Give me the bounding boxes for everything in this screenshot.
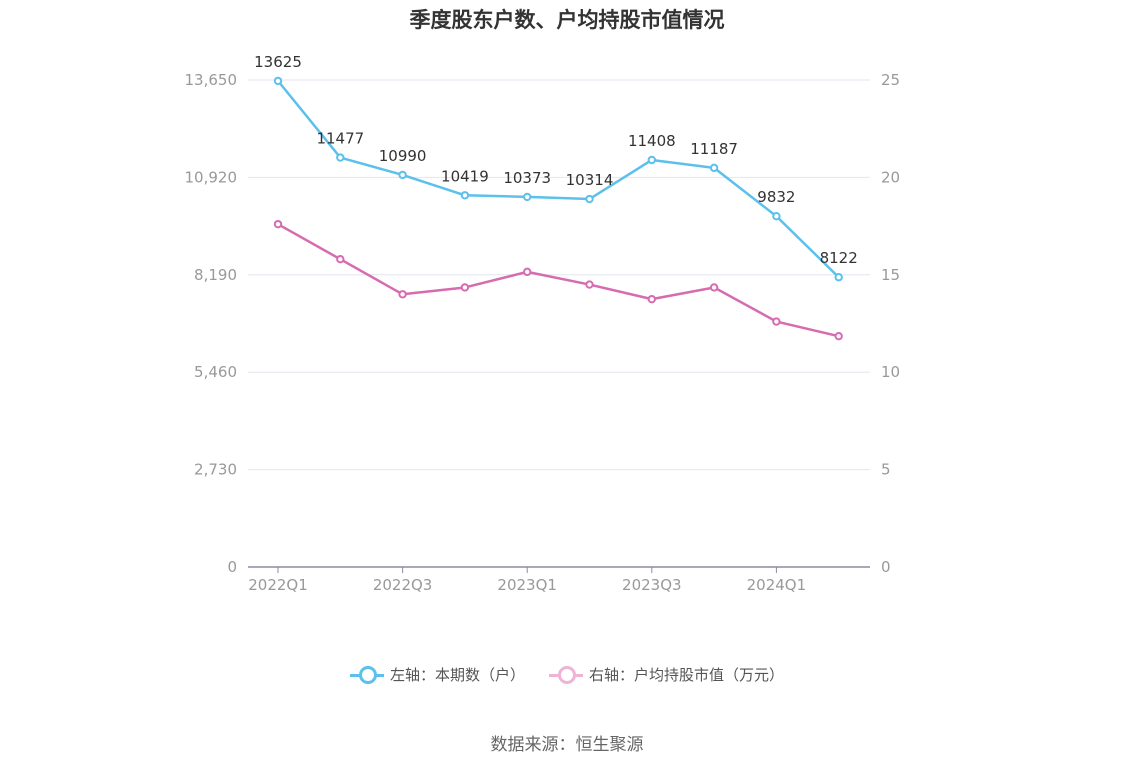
legend-item-left-series[interactable]: 左轴：本期数（户） — [349, 664, 525, 685]
series-layer — [273, 76, 843, 341]
x-axis-tick-label: 2024Q1 — [747, 576, 807, 594]
data-point-right — [398, 290, 407, 299]
right-axis-tick-label: 20 — [881, 168, 900, 186]
data-point-left — [834, 273, 843, 282]
data-point-left — [460, 191, 470, 200]
data-label: 9832 — [757, 188, 795, 206]
data-labels: 13625 11477 10990 10419 10373 10314 11408 11187… — [254, 53, 858, 267]
axes: 0 0 2,730 5 5,460 10 8,190 15 10,920 20 13,650 25 20… — [185, 71, 901, 594]
source-note: 数据来源：恒生聚源 — [490, 735, 644, 755]
data-point-right — [336, 255, 345, 264]
data-label: 10314 — [566, 171, 614, 189]
data-point-right — [709, 283, 719, 292]
data-label: 10419 — [441, 167, 489, 185]
x-axis-tick-label: 2022Q3 — [373, 576, 433, 594]
legend-label: 右轴：户均持股市值（万元） — [589, 666, 785, 684]
data-label: 8122 — [820, 249, 858, 267]
data-point-right — [273, 219, 283, 229]
data-point-left — [398, 170, 407, 180]
data-point-left — [273, 76, 283, 86]
x-axis-tick-label: 2022Q1 — [248, 576, 308, 594]
left-axis-tick-label: 2,730 — [194, 461, 237, 479]
data-point-right — [460, 283, 470, 292]
data-point-right — [523, 267, 532, 277]
data-point-left — [709, 163, 719, 173]
data-point-right — [647, 294, 656, 304]
data-label: 11408 — [628, 132, 676, 150]
data-point-right — [585, 280, 594, 289]
grid-lines — [248, 79, 870, 471]
legend-label: 左轴：本期数（户） — [389, 666, 525, 684]
left-axis-tick-label: 8,190 — [194, 266, 237, 284]
data-point-left — [772, 212, 781, 221]
chart-title: 季度股东户数、户均持股市值情况 — [409, 8, 725, 32]
left-axis-tick-label: 13,650 — [185, 71, 238, 89]
data-label: 10373 — [503, 169, 551, 187]
data-point-left — [336, 153, 345, 162]
right-axis-tick-label: 15 — [881, 266, 900, 284]
legend-marker-icon — [349, 665, 384, 684]
left-axis-tick-label: 5,460 — [194, 363, 237, 381]
left-axis-tick-label: 0 — [227, 558, 237, 576]
legend-marker-icon — [549, 665, 583, 684]
x-axis-tick-label: 2023Q3 — [622, 576, 682, 594]
data-point-left — [647, 155, 656, 165]
data-label: 13625 — [254, 53, 302, 71]
right-axis-tick-label: 10 — [881, 363, 900, 381]
x-axis-tick-label: 2023Q1 — [497, 576, 557, 594]
right-axis-tick-label: 25 — [881, 71, 900, 89]
right-axis-tick-label: 5 — [881, 461, 891, 479]
data-point-right — [834, 331, 843, 341]
right-axis-tick-label: 0 — [881, 558, 891, 576]
left-axis-tick-label: 10,920 — [185, 168, 238, 186]
legend: 左轴：本期数（户） 右轴：户均持股市值（万元） — [0, 664, 1134, 685]
data-label: 11477 — [316, 130, 364, 148]
legend-item-right-series[interactable]: 右轴：户均持股市值（万元） — [549, 664, 784, 685]
data-point-left — [523, 192, 532, 202]
series-line-left — [277, 80, 840, 279]
series-line-right — [277, 223, 839, 338]
data-label: 11187 — [690, 140, 738, 158]
data-point-right — [772, 317, 781, 326]
data-label: 10990 — [379, 147, 427, 165]
data-point-left — [585, 194, 594, 204]
